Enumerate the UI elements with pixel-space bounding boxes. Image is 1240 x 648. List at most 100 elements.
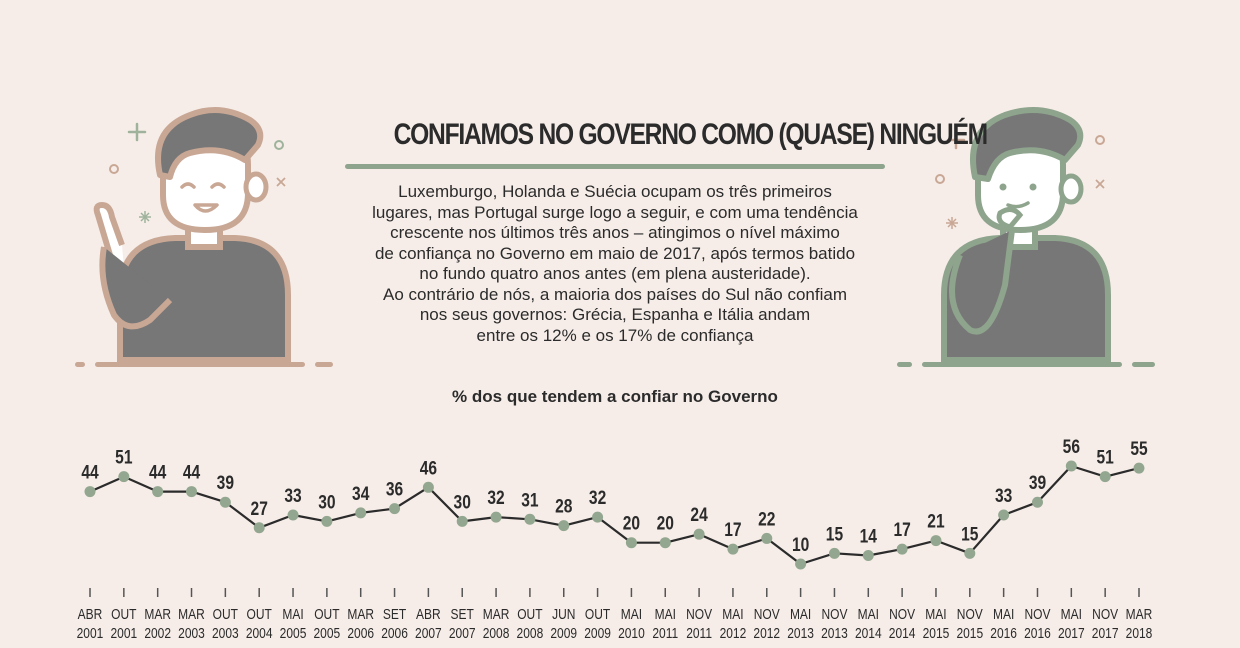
x-tick-label-month: OUT (314, 606, 339, 623)
data-label: 27 (251, 497, 268, 519)
data-label: 39 (217, 472, 235, 494)
data-label: 34 (352, 482, 370, 504)
x-tick-label-year: 2006 (347, 625, 374, 642)
x-tick-label-year: 2011 (652, 625, 678, 642)
description-line: lugares, mas Portugal surge logo a segui… (372, 202, 858, 222)
data-point (693, 528, 705, 540)
data-label: 22 (758, 508, 775, 530)
data-point (84, 486, 96, 498)
data-point (1099, 471, 1111, 483)
data-label: 44 (81, 461, 99, 483)
x-tick-label-month: JUN (552, 606, 575, 623)
data-label: 17 (893, 519, 910, 541)
x-tick-label-year: 2018 (1126, 625, 1153, 642)
x-tick-label-year: 2006 (381, 625, 408, 642)
x-tick-label-year: 2002 (144, 625, 171, 642)
data-label: 30 (318, 491, 335, 513)
x-tick-label-year: 2008 (517, 625, 544, 642)
x-tick-label-month: ABR (416, 606, 441, 623)
data-label: 33 (284, 485, 302, 507)
decor-plus-icon (127, 122, 147, 142)
x-tick-label-month: OUT (517, 606, 542, 623)
data-point (389, 503, 401, 515)
title-underline (345, 164, 885, 169)
data-point (659, 537, 671, 549)
x-tick-label-month: NOV (821, 606, 847, 623)
x-tick-label-month: MAI (790, 606, 811, 623)
data-point (152, 486, 164, 498)
data-point (219, 496, 231, 508)
x-tick-label-month: SET (383, 606, 406, 623)
x-tick-label-year: 2009 (550, 625, 577, 642)
x-tick-label-month: MAI (722, 606, 743, 623)
x-tick-label-month: NOV (1092, 606, 1118, 623)
data-label: 15 (826, 523, 844, 545)
x-tick-label-month: MAI (925, 606, 946, 623)
data-point (998, 509, 1010, 521)
data-label: 21 (927, 510, 945, 532)
x-tick-label-month: MAI (282, 606, 303, 623)
series-line (89, 464, 1140, 566)
description-line: Luxemburgo, Holanda e Suécia ocupam os t… (398, 182, 832, 201)
x-tick-label-year: 2015 (923, 625, 950, 642)
x-tick-label-year: 2013 (821, 625, 848, 642)
data-point (896, 543, 908, 555)
data-label: 32 (487, 487, 504, 509)
data-point (422, 481, 434, 493)
x-tick-label-year: 2003 (178, 625, 205, 642)
data-label: 56 (1063, 436, 1081, 458)
data-label: 20 (623, 512, 640, 534)
data-label: 15 (961, 523, 979, 545)
data-label: 51 (1097, 446, 1115, 468)
chart-title: % dos que tendem a confiar no Governo (452, 387, 778, 406)
x-tick-label-year: 2016 (1024, 625, 1051, 642)
x-tick-label-year: 2007 (449, 625, 476, 642)
data-point (862, 549, 874, 561)
data-label: 55 (1130, 438, 1148, 460)
data-point (964, 547, 976, 559)
decor-plus-icon (946, 130, 966, 150)
data-label: 31 (521, 489, 539, 511)
description-line: nos seus governos: Grécia, Espanha e Itá… (419, 305, 811, 324)
x-tick-label-month: MAI (858, 606, 879, 623)
x-tick-label-year: 2001 (110, 625, 137, 642)
description-line: no fundo quatro anos antes (em plena aus… (419, 264, 811, 283)
x-tick-label-year: 2014 (855, 625, 882, 642)
x-tick-label-month: OUT (213, 606, 238, 623)
x-tick-label-month: MAI (993, 606, 1014, 623)
data-point (524, 513, 536, 525)
data-point (795, 558, 807, 570)
left-ground-line (75, 362, 333, 367)
decor-x-icon (276, 177, 286, 187)
data-label: 24 (690, 504, 708, 526)
x-tick-label-month: MAR (483, 606, 510, 623)
decor-dot-icon (274, 140, 284, 150)
x-tick-label-month: OUT (585, 606, 610, 623)
data-point (321, 515, 333, 527)
x-tick-label-month: MAI (1061, 606, 1082, 623)
x-tick-label-month: SET (451, 606, 474, 623)
x-tick-label-year: 2017 (1058, 625, 1085, 642)
x-tick-label-year: 2012 (753, 625, 780, 642)
data-point (1031, 496, 1043, 508)
data-point (930, 535, 942, 547)
data-point (625, 537, 637, 549)
x-tick-label-year: 2016 (990, 625, 1017, 642)
decor-circle-icon (109, 164, 119, 174)
x-tick-label-month: MAR (178, 606, 205, 623)
x-tick-label-year: 2010 (618, 625, 645, 642)
data-label: 20 (657, 512, 674, 534)
x-tick-label-month: NOV (754, 606, 780, 623)
data-point (558, 520, 570, 532)
pointing-person-illustration (93, 107, 291, 363)
x-tick-label-month: ABR (78, 606, 103, 623)
data-label: 46 (420, 457, 438, 479)
x-tick-label-year: 2009 (584, 625, 611, 642)
decor-sparkle-icon (946, 217, 958, 229)
x-tick-label-month: MAR (347, 606, 374, 623)
data-point (253, 522, 265, 534)
x-tick-label-year: 2008 (483, 625, 510, 642)
data-label: 36 (386, 478, 404, 500)
data-point (1133, 462, 1145, 474)
